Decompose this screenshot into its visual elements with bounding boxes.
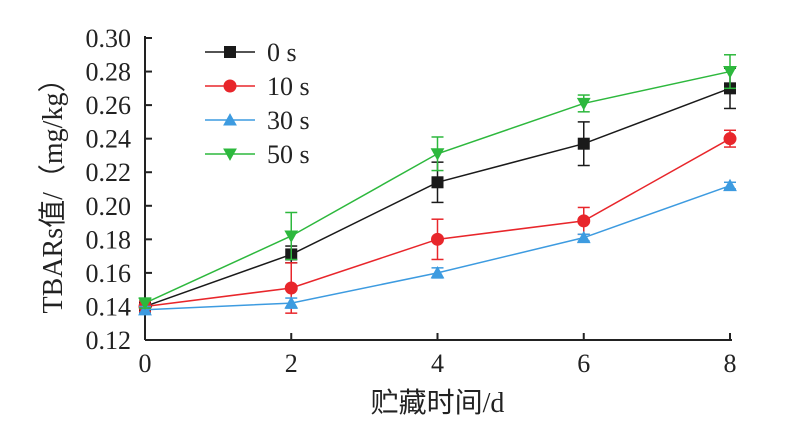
x-tick-label: 6: [577, 349, 590, 378]
y-tick-label: 0.18: [86, 225, 132, 254]
circle-marker: [431, 232, 444, 246]
triangle-down-marker: [284, 230, 299, 243]
y-tick-label: 0.22: [86, 158, 132, 187]
y-tick-label: 0.28: [86, 58, 132, 87]
square-marker: [224, 46, 236, 58]
y-tick-label: 0.26: [86, 91, 132, 120]
legend-item: 30 s: [205, 106, 310, 135]
legend: 0 s 10 s 30 s 50 s: [205, 38, 310, 169]
triangle-up-marker: [223, 113, 237, 126]
circle-marker: [284, 281, 298, 295]
y-tick-label: 0.20: [86, 192, 132, 221]
series-layer: [138, 54, 737, 316]
triangle-up-marker: [430, 265, 445, 279]
triangle-down-marker: [138, 297, 152, 310]
square-marker: [577, 137, 590, 150]
y-tick-label: 0.14: [86, 292, 132, 321]
legend-item: 0 s: [205, 38, 297, 67]
circle-marker: [223, 79, 237, 93]
circle-marker: [577, 214, 591, 228]
legend-label: 50 s: [267, 140, 310, 169]
legend-label: 30 s: [267, 106, 310, 135]
series-30-s: [138, 178, 737, 316]
x-tick-label: 8: [724, 349, 737, 378]
y-tick-label: 0.16: [86, 259, 132, 288]
y-axis-title: TBARs值/（mg/kg）: [37, 65, 69, 314]
legend-item: 50 s: [205, 140, 310, 169]
y-tick-label: 0.24: [86, 125, 132, 154]
series-50-s: [138, 54, 737, 310]
triangle-up-marker: [723, 178, 737, 192]
x-tick-label: 4: [431, 349, 444, 378]
x-tick-label: 0: [139, 349, 152, 378]
triangle-down-marker: [723, 66, 737, 79]
triangle-up-marker: [284, 296, 299, 309]
x-ticks: 0 2 4 6 8: [139, 333, 737, 378]
triangle-down-marker: [223, 148, 237, 161]
legend-item: 10 s: [205, 72, 310, 101]
circle-marker: [723, 132, 737, 146]
triangle-down-marker: [430, 148, 445, 161]
legend-label: 10 s: [267, 72, 310, 101]
square-marker: [431, 176, 444, 189]
y-tick-label: 0.12: [86, 326, 132, 355]
y-ticks: 0.12 0.14 0.16 0.18 0.20 0.22 0.24 0.26 0.28 0.30: [86, 24, 152, 355]
triangle-down-marker: [576, 97, 591, 111]
legend-label: 0 s: [267, 38, 297, 67]
triangle-up-marker: [576, 230, 591, 244]
x-axis-title: 贮藏时间/d: [371, 387, 505, 419]
y-tick-label: 0.30: [86, 24, 132, 53]
x-tick-label: 2: [285, 349, 298, 378]
